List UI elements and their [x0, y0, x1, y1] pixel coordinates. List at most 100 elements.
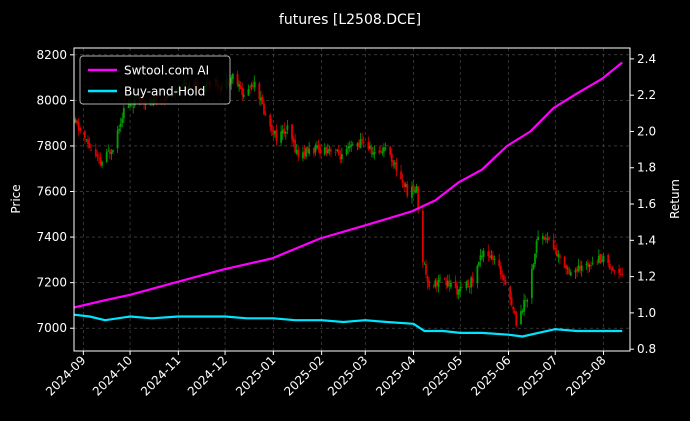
- candle-body: [292, 138, 295, 143]
- candle-body: [478, 262, 480, 266]
- candle-body: [457, 289, 460, 295]
- candle-body: [565, 265, 568, 269]
- candle-body: [585, 264, 588, 265]
- candle-body: [270, 124, 273, 131]
- candle-body: [325, 147, 328, 153]
- candle-body: [468, 286, 471, 288]
- candle-body: [415, 186, 418, 193]
- candle-body: [421, 210, 424, 263]
- candle-body: [548, 237, 550, 240]
- candle-body: [85, 139, 88, 141]
- candle-body: [513, 310, 516, 314]
- candle-body: [105, 151, 108, 162]
- candle-body: [314, 146, 317, 153]
- y2-tick-label: 2.2: [637, 88, 656, 102]
- candle-body: [520, 311, 522, 325]
- candle-body: [403, 183, 406, 188]
- y-tick-label: 7000: [36, 321, 67, 335]
- candle-body: [568, 268, 571, 274]
- series-line-buy-and-hold: [73, 313, 623, 338]
- candle-body: [236, 73, 239, 86]
- candle-body: [470, 277, 473, 288]
- candle-body: [319, 147, 321, 154]
- candle-body: [498, 259, 501, 266]
- candle-body: [621, 274, 624, 275]
- candle-body: [566, 268, 569, 269]
- candle-body: [577, 265, 580, 272]
- candle-body: [437, 279, 440, 287]
- candle-body: [557, 254, 560, 258]
- price-candles: [74, 70, 624, 328]
- candle-body: [129, 103, 131, 107]
- candle-body: [242, 94, 245, 97]
- candle-body: [417, 186, 420, 210]
- candle-body: [230, 77, 233, 84]
- candle-body: [384, 147, 387, 149]
- candle-body: [504, 280, 507, 285]
- candle-body: [435, 281, 438, 286]
- candle-body: [502, 275, 505, 281]
- candle-body: [356, 143, 359, 146]
- candle-body: [347, 146, 350, 149]
- candle-body: [326, 150, 329, 154]
- candle-body: [383, 147, 385, 152]
- candle-body: [306, 146, 309, 153]
- candle-body: [340, 154, 343, 160]
- candle-body: [552, 239, 555, 249]
- legend: Swtool.com AI Buy-and-Hold: [79, 55, 231, 105]
- candle-body: [476, 265, 479, 284]
- candle-body: [231, 73, 234, 79]
- candle-body: [330, 150, 332, 152]
- candle-body: [569, 272, 572, 276]
- candle-body: [79, 128, 82, 131]
- candle-body: [541, 235, 544, 239]
- candle-body: [611, 267, 614, 271]
- candle-body: [378, 150, 381, 153]
- candle-body: [94, 149, 97, 156]
- legend-label-swtool: Swtool.com AI: [124, 64, 209, 78]
- candle-body: [77, 122, 80, 130]
- candle-body: [481, 256, 483, 258]
- chart-title: futures [L2508.DCE]: [279, 12, 421, 28]
- candle-body: [261, 97, 264, 105]
- candle-body: [291, 124, 293, 140]
- candle-body: [434, 280, 437, 287]
- candle-body: [523, 299, 525, 312]
- candle-body: [576, 268, 578, 272]
- candle-body: [305, 148, 307, 157]
- candle-body: [509, 286, 511, 299]
- candle-body: [312, 147, 315, 154]
- candle-body: [597, 255, 600, 263]
- candle-body: [272, 130, 275, 136]
- candle-body: [404, 184, 407, 187]
- y2-tick-label: 1.6: [637, 197, 656, 211]
- candle-body: [359, 139, 362, 149]
- candle-body: [543, 237, 546, 240]
- candle-body: [412, 184, 415, 192]
- candle-body: [249, 87, 251, 89]
- candle-body: [121, 118, 124, 124]
- candle-body: [87, 139, 89, 145]
- candle-body: [295, 149, 298, 154]
- candle-body: [460, 287, 463, 289]
- candle-body: [96, 154, 99, 157]
- candle-body: [241, 87, 244, 96]
- y-axis-title: Price: [9, 184, 23, 213]
- candle-body: [439, 278, 441, 280]
- candle-body: [258, 83, 261, 100]
- y2-tick-label: 1.0: [637, 306, 656, 320]
- candle-body: [238, 84, 240, 87]
- candle-body: [526, 300, 529, 302]
- candle-body: [443, 278, 446, 280]
- candle-body: [510, 297, 513, 305]
- candle-body: [544, 238, 547, 239]
- candle-body: [471, 278, 474, 283]
- y-tick-label: 8000: [36, 93, 67, 107]
- candle-body: [618, 268, 620, 273]
- candle-body: [446, 280, 449, 287]
- candle-body: [512, 306, 515, 310]
- candle-body: [345, 149, 348, 155]
- candle-body: [580, 265, 583, 271]
- candle-body: [432, 285, 435, 287]
